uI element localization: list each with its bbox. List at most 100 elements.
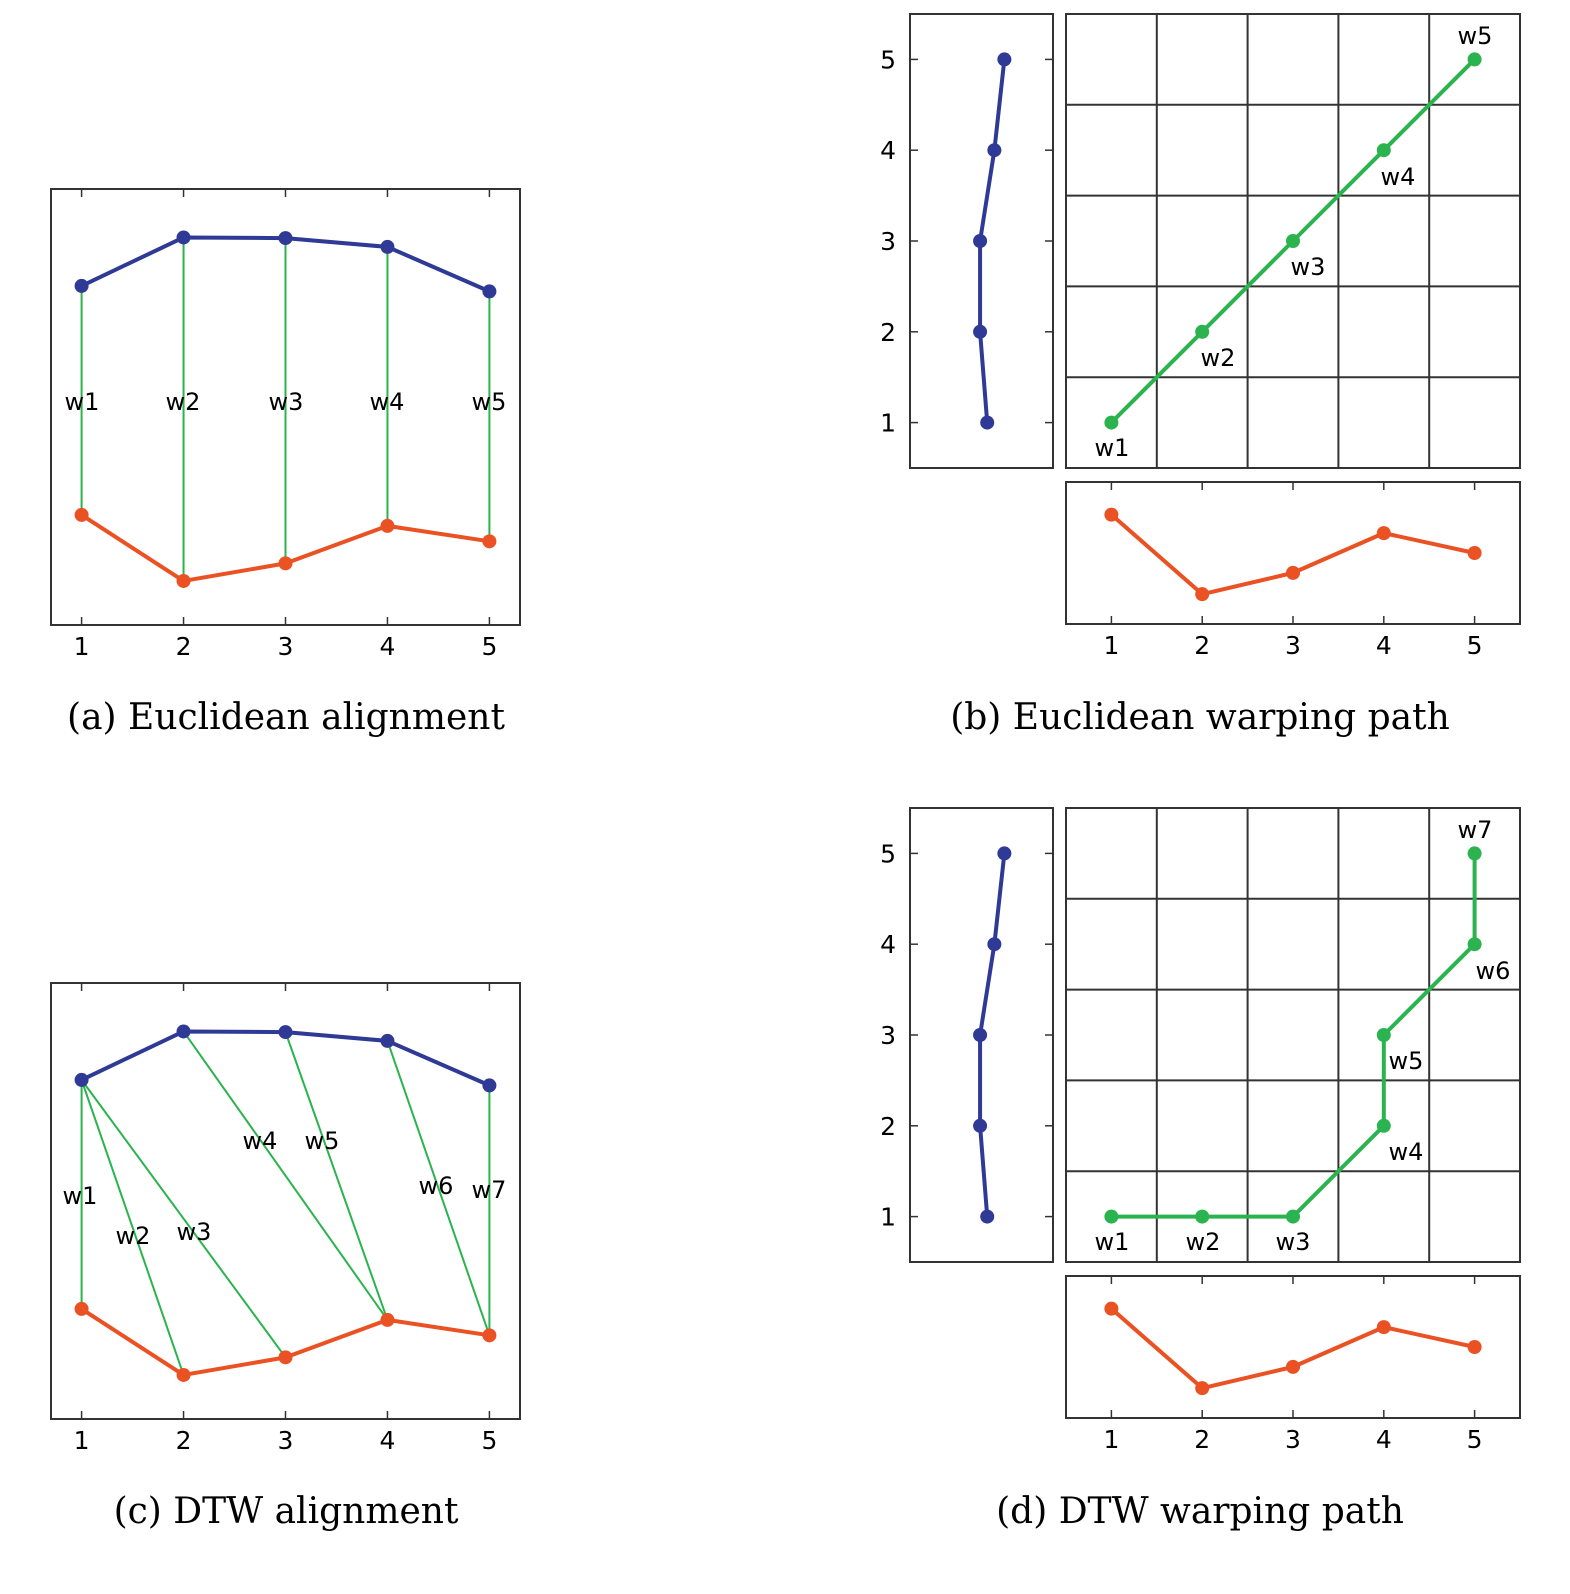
- path-label: w4: [1389, 1138, 1424, 1166]
- link-label: w2: [166, 388, 201, 416]
- x-tick-label: 4: [1376, 1425, 1392, 1454]
- link-label: w6: [419, 1172, 454, 1200]
- path-label: w2: [1186, 1228, 1221, 1256]
- x-tick-label: 5: [1467, 1425, 1483, 1454]
- vertical-series-point: [980, 415, 995, 430]
- x-tick-label: 5: [1467, 631, 1483, 660]
- horizontal-series-point: [1376, 1320, 1391, 1335]
- path-label: w6: [1476, 957, 1511, 985]
- series-point-bottom: [74, 1301, 89, 1316]
- series-point-bottom: [482, 534, 497, 549]
- alignment-link: [386, 1040, 491, 1336]
- path-label: w7: [1458, 816, 1493, 844]
- series-point-bottom: [278, 556, 293, 571]
- alignment-link: [284, 1031, 389, 1321]
- panel-c: w1 w2 w3 w4 w5 w6 w7 1 2 3 4 5 (c) DTW alignment: [50, 982, 521, 1532]
- warping-path-point: [1467, 52, 1482, 67]
- x-tick-label: 2: [1194, 631, 1210, 660]
- vertical-series-point: [997, 52, 1012, 67]
- series-point-bottom: [176, 1367, 191, 1382]
- series-point-bottom: [482, 1328, 497, 1343]
- warping-path-point: [1195, 1209, 1210, 1224]
- x-tick-label: 3: [1285, 1425, 1301, 1454]
- y-tick-label: 2: [880, 1112, 896, 1141]
- link-label: w4: [370, 388, 405, 416]
- horizontal-series-point: [1376, 526, 1391, 541]
- series-point-top: [74, 278, 89, 293]
- warping-path-point: [1286, 234, 1300, 248]
- y-tick-label: 4: [880, 930, 896, 959]
- panel-caption: (c) DTW alignment: [114, 1491, 459, 1532]
- path-label: w5: [1389, 1047, 1424, 1075]
- panel-a: w1 w2 w3 w4 w5 1 2 3 4 5 (a) Euclidean alignment: [50, 188, 521, 738]
- horizontal-series-point: [1195, 1381, 1210, 1396]
- link-label: w7: [472, 1176, 507, 1204]
- horizontal-series-point: [1286, 1359, 1300, 1374]
- path-label: w5: [1458, 22, 1493, 50]
- panel-caption: (a) Euclidean alignment: [67, 697, 505, 738]
- vertical-series-point: [987, 937, 1002, 952]
- grid-frame: [1065, 13, 1521, 469]
- y-tick-label: 2: [880, 318, 896, 347]
- series-point-top: [278, 231, 293, 246]
- vertical-series-point: [973, 1028, 988, 1042]
- vertical-series-point: [973, 1118, 988, 1133]
- warping-path-point: [1104, 415, 1119, 430]
- warping-path-point: [1467, 937, 1482, 952]
- horizontal-series-point: [1467, 1340, 1482, 1354]
- link-label: w5: [305, 1127, 340, 1155]
- series-point-top: [278, 1025, 293, 1040]
- x-tick-label: 2: [176, 632, 192, 661]
- horizontal-series-point: [1467, 546, 1482, 560]
- x-tick-label: 1: [1103, 631, 1119, 660]
- link-label: w1: [65, 388, 100, 416]
- series-point-bottom: [278, 1350, 293, 1365]
- x-tick-label: 4: [380, 1426, 396, 1455]
- series-line-top: [80, 1029, 491, 1088]
- x-tick-label: 1: [74, 1426, 90, 1455]
- bottom-series-frame: [1065, 481, 1521, 625]
- vertical-series-point: [997, 846, 1012, 861]
- series-point-top: [176, 230, 191, 245]
- series-point-bottom: [74, 507, 89, 522]
- alignment-link: [182, 1030, 389, 1321]
- y-tick-label: 3: [880, 1021, 896, 1050]
- x-tick-label: 3: [278, 632, 294, 661]
- y-tick-label: 4: [880, 136, 896, 165]
- path-label: w3: [1291, 253, 1326, 281]
- path-label: w1: [1095, 1228, 1130, 1256]
- warping-path-point: [1376, 143, 1391, 158]
- path-label: w1: [1095, 434, 1130, 462]
- series-point-top: [380, 239, 395, 254]
- grid-frame: [1065, 807, 1521, 1263]
- x-tick-label: 3: [278, 1426, 294, 1455]
- series-point-top: [380, 1033, 395, 1048]
- y-tick-label: 5: [880, 839, 896, 868]
- series-point-bottom: [176, 573, 191, 588]
- series-point-top: [74, 1072, 89, 1087]
- warping-path-point: [1286, 1209, 1300, 1224]
- y-tick-label: 5: [880, 45, 896, 74]
- vertical-series-point: [980, 1209, 995, 1224]
- horizontal-series-point: [1286, 565, 1300, 580]
- x-tick-label: 4: [380, 632, 396, 661]
- bottom-series-frame: [1065, 1275, 1521, 1419]
- horizontal-series-point: [1104, 1301, 1119, 1316]
- link-label: w1: [63, 1182, 98, 1210]
- horizontal-series-line: [1110, 513, 1476, 597]
- horizontal-series-line: [1110, 1307, 1476, 1391]
- warping-path-point: [1376, 1118, 1391, 1133]
- link-label: w3: [269, 388, 304, 416]
- link-label: w5: [472, 388, 507, 416]
- x-tick-label: 5: [481, 632, 497, 661]
- panel-caption: (d) DTW warping path: [996, 1491, 1404, 1532]
- x-tick-label: 1: [74, 632, 90, 661]
- series-point-bottom: [380, 1312, 395, 1327]
- series-point-top: [482, 284, 497, 299]
- vertical-series-point: [987, 143, 1002, 158]
- warping-path-point: [1376, 1028, 1391, 1042]
- path-label: w3: [1276, 1228, 1311, 1256]
- x-tick-label: 5: [481, 1426, 497, 1455]
- y-tick-label: 1: [880, 409, 896, 438]
